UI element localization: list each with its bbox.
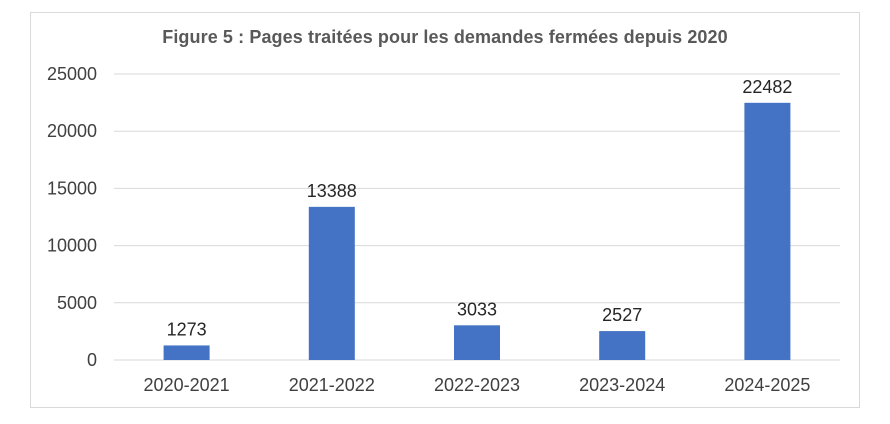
y-tick-label: 0 [87,350,97,370]
data-label: 1273 [167,319,207,339]
bar [744,102,791,361]
chart-frame [30,12,860,408]
bar [454,325,500,360]
chart-title: Figure 5 : Pages traitées pour les deman… [162,27,728,47]
data-label: 2527 [602,305,642,325]
bar [308,206,355,360]
data-label: 13388 [307,181,357,201]
bar [599,331,646,360]
y-tick-label: 25000 [47,64,97,84]
x-tick-label: 2024-2025 [724,375,810,395]
x-tick-label: 2021-2022 [289,375,375,395]
y-tick-label: 10000 [47,236,97,256]
x-tick-label: 2020-2021 [144,375,230,395]
data-label: 3033 [457,299,497,319]
bar [163,345,210,360]
y-tick-label: 20000 [47,121,97,141]
data-label: 22482 [742,77,792,97]
x-tick-label: 2022-2023 [434,375,520,395]
y-tick-label: 15000 [47,178,97,198]
x-tick-label: 2023-2024 [579,375,665,395]
y-tick-label: 5000 [57,293,97,313]
